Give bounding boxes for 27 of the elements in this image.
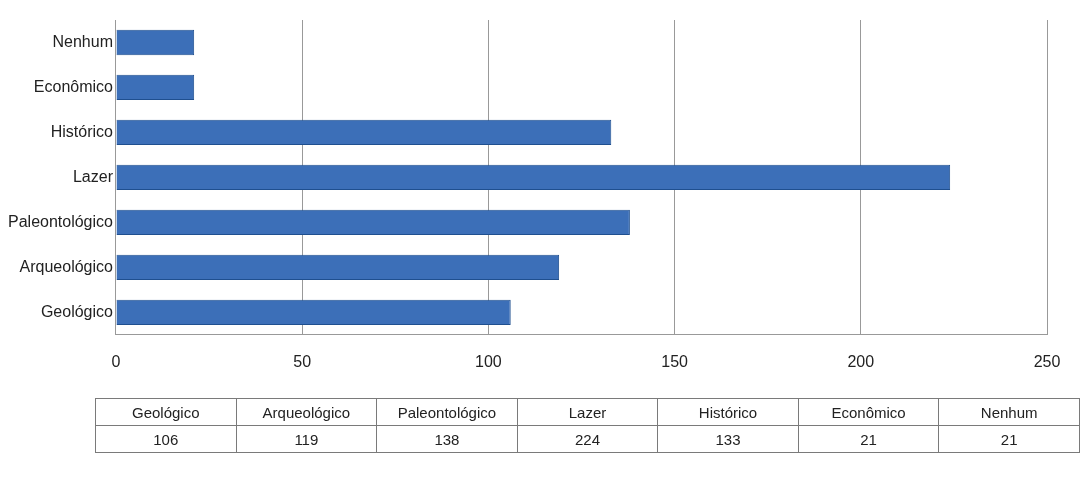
x-tick-label: 0 [111, 352, 121, 370]
y-tick-label: Paleontológico [8, 212, 114, 230]
y-tick-label: Lazer [72, 167, 114, 185]
data-label: 133 [657, 425, 799, 453]
category-label: Geológico [95, 398, 237, 426]
data-label: 224 [517, 425, 658, 453]
data-label: 21 [938, 425, 1080, 453]
category-label: Arqueológico [236, 398, 377, 426]
x-tick-label: 250 [1033, 352, 1061, 370]
data-label: 21 [798, 425, 939, 453]
data-label: 119 [236, 425, 377, 453]
x-tick-label: 100 [475, 352, 502, 370]
category-label: Histórico [657, 398, 799, 426]
category-label: Nenhum [938, 398, 1080, 426]
y-tick-label: Arqueológico [19, 257, 114, 275]
category-label: Paleontológico [376, 398, 518, 426]
x-tick-label: 50 [293, 352, 312, 370]
data-label: 106 [95, 425, 237, 453]
x-tick-label: 150 [661, 352, 689, 370]
y-tick-label: Geológico [40, 302, 114, 320]
y-tick-label: Econômico [33, 77, 114, 95]
y-tick-label: Histórico [50, 122, 114, 140]
category-label: Lazer [517, 398, 658, 426]
category-label: Econômico [798, 398, 939, 426]
data-label: 138 [376, 425, 518, 453]
x-tick-label: 200 [847, 352, 875, 370]
y-tick-label: Nenhum [52, 32, 113, 50]
